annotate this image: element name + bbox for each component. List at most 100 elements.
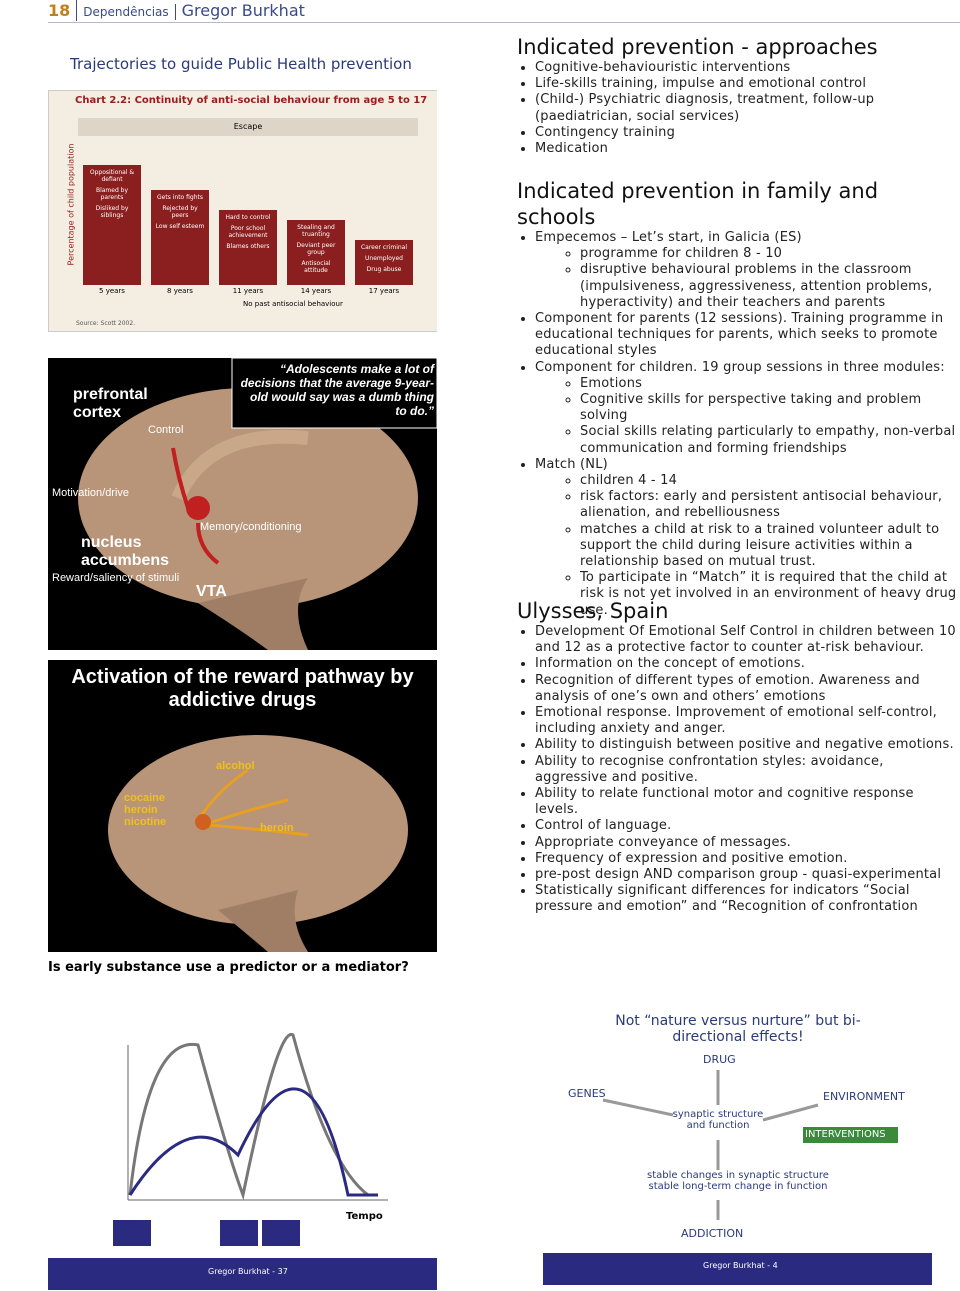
bullet-item: Emotions (580, 376, 957, 392)
footer-bar (48, 1258, 437, 1290)
label: synaptic structure and function (672, 1109, 764, 1131)
reward-slide: Activation of the reward pathway by addi… (48, 660, 437, 952)
age-label: 17 years (368, 287, 400, 295)
bullet-text: Component for children. 19 group session… (535, 359, 945, 375)
box (113, 1220, 151, 1246)
footer-bar (543, 1253, 932, 1285)
slide-title: Not “nature versus nurture” but bi-direc… (615, 1013, 861, 1045)
bar-label: Blamed by parents (95, 187, 129, 201)
bullet-list: Empecemos – Let’s start, in Galicia (ES)… (517, 230, 957, 619)
bar-label: Low self esteem (155, 223, 205, 230)
author: Gregor Burkhat (181, 1, 305, 20)
section-heading: Indicated prevention in family and schoo… (517, 179, 879, 229)
label: heroin (260, 822, 294, 834)
brain-drawing (78, 358, 437, 650)
label: Motivation/drive (52, 487, 130, 499)
section-heading: Indicated prevention - approaches (517, 35, 878, 59)
label: VTA (196, 583, 227, 600)
bullet-text: Contingency training (535, 124, 676, 140)
bullet-item: Ability to distinguish between positive … (535, 737, 957, 753)
bullet-text: Appropriate conveyance of messages. (535, 834, 792, 850)
footer: Gregor Burkhat - 37 (208, 1267, 288, 1276)
bullet-item: Contingency training (535, 125, 957, 141)
bullet-text: Component for parents (12 sessions). Tra… (535, 311, 944, 359)
bullet-item: pre-post design AND comparison group - q… (535, 867, 957, 883)
brainstem (218, 890, 308, 952)
bar-label: Gets into fights (157, 194, 203, 201)
bullet-item: Control of language. (535, 818, 957, 834)
brain-drawing (108, 735, 408, 952)
bullet-text: Recognition of different types of emotio… (535, 672, 920, 704)
bar-label: Rejected by peers (162, 205, 198, 219)
bar-label: Career criminal (360, 244, 408, 251)
bullet-list: Cognitive-behaviouristic interventionsLi… (517, 60, 957, 157)
bullet-list: Development Of Emotional Self Control in… (517, 624, 957, 916)
bullet-text: To participate in “Match” it is required… (580, 570, 957, 618)
bullet-item: Ability to relate functional motor and c… (535, 786, 957, 818)
label: ENVIRONMENT (823, 1090, 905, 1103)
bullet-item: Ability to recognise confrontation style… (535, 754, 957, 786)
caption: Is early substance use a predictor or a … (48, 960, 409, 975)
bullet-item: Recognition of different types of emotio… (535, 673, 957, 705)
bullet-text: Ability to recognise confrontation style… (535, 753, 884, 785)
page-number: 18 (48, 0, 78, 21)
node (195, 814, 211, 830)
bullet-text: Development Of Emotional Self Control in… (535, 624, 956, 656)
bullet-text: Ability to relate functional motor and c… (535, 786, 914, 818)
bullet-text: Cognitive-behaviouristic interventions (535, 60, 791, 75)
bullet-text: Information on the concept of emotions. (535, 656, 806, 672)
footer: Gregor Burkhat - 4 (703, 1261, 778, 1270)
bullet-text: disruptive behavioural problems in the c… (580, 262, 933, 310)
bullet-text: Life-skills training, impulse and emotio… (535, 76, 867, 92)
bullet-text: Social skills relating particularly to e… (580, 424, 956, 456)
bullet-list: EmotionsCognitive skills for perspective… (535, 376, 957, 457)
age-label: 5 years (99, 287, 125, 295)
box (262, 1220, 300, 1246)
bar-label: Poor school achievement (228, 225, 268, 239)
bullet-text: Frequency of expression and positive emo… (535, 850, 848, 866)
bullet-list: programme for children 8 - 10disruptive … (535, 246, 957, 311)
bullet-item: Cognitive-behaviouristic interventions (535, 60, 957, 76)
bullet-item: To participate in “Match” it is required… (580, 570, 957, 619)
bullet-text: Control of language. (535, 818, 672, 834)
source: Source: Scott 2002. (76, 320, 136, 327)
bullet-item: (Child-) Psychiatric diagnosis, treatmen… (535, 92, 957, 124)
node (186, 496, 210, 520)
bullet-text: Emotions (580, 375, 643, 391)
footer: No past antisocial behaviour (243, 300, 343, 308)
effects-slide: Not “nature versus nurture” but bi-direc… (543, 1005, 932, 1285)
bullet-item: matches a child at risk to a trained vol… (580, 522, 957, 571)
y-label: Percentage of child population (66, 143, 76, 266)
bullet-text: Ability to distinguish between positive … (535, 737, 954, 753)
bullet-text: Medication (535, 141, 609, 157)
bullet-item: Statistically significant differences fo… (535, 883, 957, 915)
bullet-text: Emotional response. Improvement of emoti… (535, 705, 937, 737)
brain (78, 388, 418, 608)
bullet-text: (Child-) Psychiatric diagnosis, treatmen… (535, 92, 875, 124)
curve-drawing (48, 1032, 437, 1290)
axis-label: Tempo (346, 1211, 383, 1222)
bullet-item: Emotional response. Improvement of emoti… (535, 705, 957, 737)
brain-slide: “Adolescents make a lot of decisions tha… (48, 358, 437, 650)
age-label: 14 years (300, 287, 332, 295)
bar-label: Unemployed (365, 255, 403, 262)
arrow (196, 522, 220, 565)
bullet-item: children 4 - 14 (580, 473, 957, 489)
effects-drawing (543, 1070, 932, 1285)
quote-box (231, 358, 437, 429)
label: prefrontal cortex (73, 386, 148, 421)
quote: “Adolescents make a lot of decisions tha… (240, 362, 434, 418)
curve-slide: Tempo Gregor Burkhat - 37 (48, 1005, 437, 1290)
bullet-text: programme for children 8 - 10 (580, 246, 783, 262)
bullet-item: Component for parents (12 sessions). Tra… (535, 311, 957, 360)
brainstem (198, 578, 308, 650)
bar-label: Hard to control (225, 214, 271, 221)
box (220, 1220, 258, 1246)
label: cocaine heroin nicotine (124, 792, 167, 828)
arrow (602, 1070, 819, 1220)
corpus (171, 429, 309, 501)
label: Reward/saliency of stimuli (52, 572, 180, 584)
bullet-item: Medication (535, 141, 957, 157)
bullet-text: matches a child at risk to a trained vol… (580, 521, 940, 570)
bullet-text: Statistically significant differences fo… (535, 883, 918, 915)
